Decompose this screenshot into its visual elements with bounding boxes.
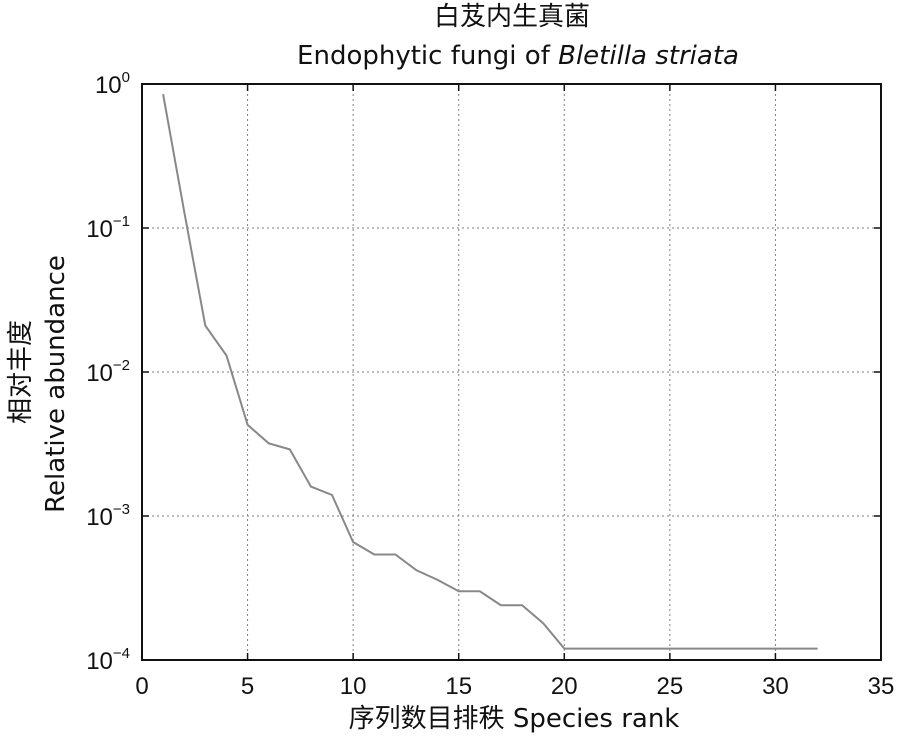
chart-title-en-italic: Bletilla striata [558, 41, 739, 71]
x-tick-label: 5 [241, 673, 254, 700]
chart-title-en: Endophytic fungi of Bletilla striata [297, 41, 739, 71]
y-tick-labels: 100 10−1 10−2 10−3 10−4 [86, 69, 130, 675]
x-tick-label: 30 [762, 673, 789, 700]
x-axis-label: 序列数目排秩 Species rank [349, 704, 680, 734]
x-tick-labels: 0 5 10 15 20 25 30 35 [135, 673, 894, 700]
x-tick-label: 0 [135, 673, 148, 700]
y-tick-label: 10−1 [86, 213, 130, 243]
y-tick-label: 10−2 [86, 357, 130, 387]
series-line [162, 94, 818, 650]
x-tick-label: 10 [340, 673, 367, 700]
x-tick-label: 35 [868, 673, 895, 700]
y-tick-label: 100 [95, 69, 130, 99]
y-axis-label-en: Relative abundance [41, 255, 71, 513]
grid [142, 84, 881, 660]
plot-frame [141, 83, 882, 661]
y-tick-label: 10−3 [86, 501, 130, 531]
x-tick-label: 15 [445, 673, 472, 700]
chart-title-cn: 白芨内生真菌 [434, 2, 590, 32]
x-tick-label: 25 [657, 673, 684, 700]
y-tick-label: 10−4 [86, 645, 130, 675]
x-tick-label: 20 [551, 673, 578, 700]
chart-title-en-prefix: Endophytic fungi of [297, 41, 558, 71]
y-axis-label-cn: 相对丰度 [6, 320, 36, 424]
